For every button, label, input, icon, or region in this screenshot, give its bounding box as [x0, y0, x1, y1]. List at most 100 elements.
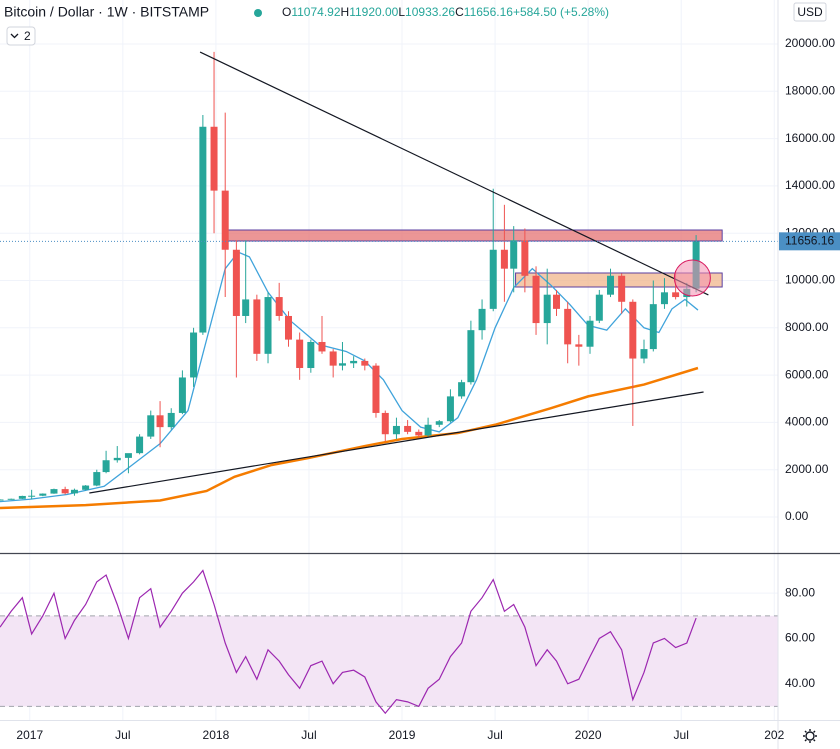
candle-body	[350, 360, 358, 364]
y-tick-label: 6000.00	[785, 367, 829, 381]
candle-body	[61, 489, 69, 494]
candle-body	[595, 294, 603, 321]
ohlc-value: 11920.00	[349, 5, 398, 19]
candle-body	[415, 431, 423, 436]
ohlc-label: C	[455, 5, 464, 19]
candle-body	[640, 349, 648, 359]
x-tick-label: Jul	[301, 728, 316, 742]
y-tick-label: 16000.00	[785, 131, 835, 145]
y-tick-label: 80.00	[785, 585, 815, 599]
ohlc-value: 11074.92	[291, 5, 340, 19]
candle-body	[649, 304, 657, 350]
candle-body	[660, 292, 668, 305]
candle-body	[210, 126, 218, 191]
y-tick-label: 4000.00	[785, 415, 829, 429]
y-tick-label: 10000.00	[785, 273, 835, 287]
candle-body	[575, 344, 583, 347]
candle-body	[18, 495, 26, 499]
x-tick-label: 2020	[575, 728, 602, 742]
candle-body	[586, 320, 594, 347]
candle-body	[510, 240, 518, 269]
currency: USD	[797, 5, 823, 19]
settings-icon[interactable]	[803, 729, 817, 743]
ohlc-label: O	[282, 5, 291, 19]
candle-body	[93, 472, 101, 486]
candle-body	[264, 297, 272, 354]
candle-body	[618, 275, 626, 302]
price-pane	[0, 51, 778, 510]
candle-body	[178, 377, 186, 413]
candle-body	[564, 308, 572, 345]
candle-body	[392, 425, 400, 435]
x-tick-label: 202	[764, 728, 784, 742]
y-tick-label: 40.00	[785, 676, 815, 690]
x-tick-label: Jul	[115, 728, 130, 742]
last-price-label: 11656.16	[785, 233, 834, 247]
candle-body	[284, 315, 292, 340]
candle-body	[275, 297, 283, 316]
y-tick-label: 0.00	[785, 509, 809, 523]
currency-box[interactable]	[793, 2, 827, 22]
zone	[227, 229, 723, 242]
candle-body	[307, 341, 315, 369]
candle-body	[521, 240, 529, 276]
candle-body	[102, 460, 110, 473]
candle-body	[446, 396, 454, 422]
indicator-count: 2	[24, 29, 31, 43]
trendline	[199, 51, 709, 296]
last-price-tag	[779, 232, 840, 251]
candle-body	[489, 249, 497, 309]
candle-body	[329, 351, 337, 366]
candle-body	[167, 412, 175, 428]
candle-body	[478, 308, 486, 331]
y-tick-label: 14000.00	[785, 178, 835, 192]
candle-body	[242, 299, 250, 316]
candle-body	[70, 489, 78, 494]
ohlc-values: O11074.92H11920.00L10933.26C11656.16+584…	[282, 5, 609, 19]
candle-body	[199, 126, 207, 333]
moving-average	[0, 251, 699, 503]
rsi-pane	[0, 569, 778, 715]
y-tick-label: 2000.00	[785, 462, 829, 476]
candle-body	[113, 457, 121, 461]
candle-body	[532, 275, 540, 324]
candle-body	[553, 294, 561, 309]
candle-body	[338, 363, 346, 366]
indicator-toggle[interactable]	[6, 26, 36, 46]
ohlc-label: H	[341, 5, 350, 19]
candle-body	[136, 436, 144, 454]
candle-body	[458, 382, 466, 397]
candle-body	[156, 415, 164, 428]
candle-body	[232, 249, 240, 316]
y-tick-label: 20000.00	[785, 36, 835, 50]
y-tick-label: 8000.00	[785, 320, 829, 334]
candle-body	[672, 292, 680, 298]
candle-body	[435, 421, 443, 425]
x-tick-label: Jul	[487, 728, 502, 742]
candle-body	[50, 489, 58, 494]
candle-body	[381, 412, 389, 435]
candle-body	[318, 341, 326, 352]
candle-body	[606, 275, 614, 295]
x-tick-label: 2017	[16, 728, 43, 742]
rsi-line	[0, 569, 697, 715]
symbol-title: Bitcoin / Dollar · 1W · BITSTAMP	[4, 4, 209, 20]
candle-body	[253, 299, 261, 354]
price-change: +584.50 (+5.28%)	[513, 5, 609, 19]
candle-body	[629, 301, 637, 359]
x-tick-label: 2019	[389, 728, 416, 742]
y-tick-label: 18000.00	[785, 83, 835, 97]
status-dot	[254, 9, 262, 17]
ohlc-value: 10933.26	[405, 5, 455, 19]
x-tick-label: Jul	[674, 728, 689, 742]
candle-body	[424, 424, 432, 436]
header: Bitcoin / Dollar · 1W · BITSTAMP O11074.…	[4, 2, 827, 743]
chevron-icon	[10, 33, 19, 39]
candle-body	[82, 485, 90, 490]
rsi-band	[0, 615, 778, 707]
ohlc-label: L	[398, 5, 405, 19]
highlight-circle	[673, 259, 711, 297]
candle-body	[361, 360, 369, 366]
